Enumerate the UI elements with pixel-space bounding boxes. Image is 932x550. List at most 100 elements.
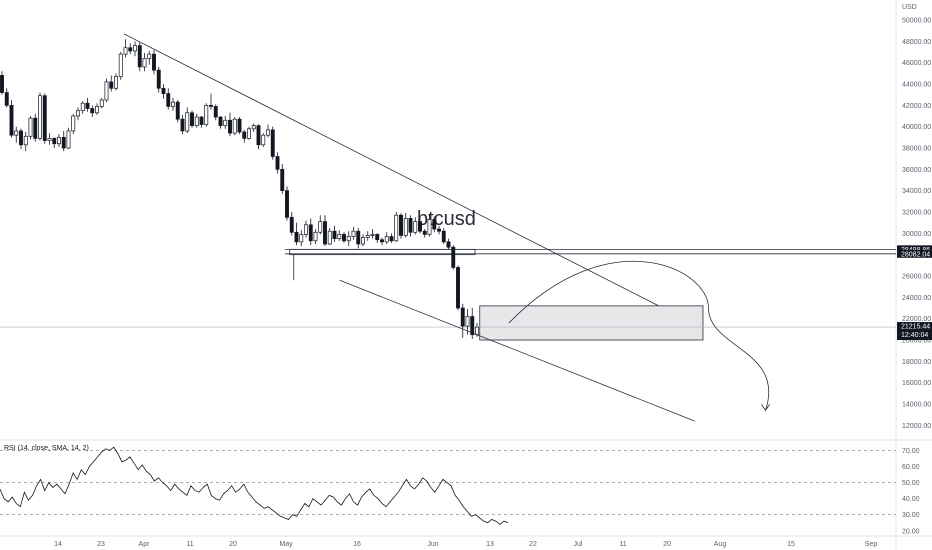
drawing-annotations[interactable]: [0, 248, 896, 341]
candle-body: [308, 224, 313, 242]
candle-body: [294, 231, 299, 243]
candle-body: [175, 101, 180, 120]
symbol-watermark: btcusd: [417, 208, 476, 230]
candle-body: [104, 81, 109, 101]
candle-body: [61, 136, 66, 149]
candle-body: [190, 112, 194, 126]
candle-body: [270, 129, 275, 157]
time-tick-label: 20: [229, 541, 237, 548]
candle-body: [403, 218, 408, 236]
lower-trendline: [339, 279, 695, 422]
candle-body: [266, 129, 270, 136]
rsi-line: [0, 446, 509, 525]
time-tick-label: 14: [54, 541, 62, 548]
rsi-indicator-title[interactable]: RSI (14, close, SMA, 14, 2): [4, 445, 89, 452]
price-tag-box: [897, 249, 932, 258]
time-tick-label: Jun: [427, 541, 438, 548]
candle-body: [38, 95, 42, 139]
price-tick-label: 48000.00: [902, 39, 931, 46]
candle-body: [475, 326, 479, 336]
price-tick-label: 20000.00: [902, 338, 931, 345]
candle-body: [413, 221, 418, 233]
time-x-axis: 14 23 Apr 11 20 May 16 Jun 13 22 Jul 11 20 Aug 15 Sep: [54, 541, 877, 548]
candle-body: [342, 234, 346, 242]
candle-body: [441, 230, 446, 243]
candle-body: [451, 246, 456, 268]
candle-body: [280, 168, 285, 192]
time-tick-label: 11: [186, 541, 193, 548]
candle-body: [71, 115, 76, 132]
candle-body: [166, 93, 171, 107]
price-tick-label: 26000.00: [902, 274, 931, 281]
candlestick-series: [0, 39, 479, 339]
time-tick-label: 11: [619, 541, 626, 548]
candle-body: [161, 87, 166, 94]
candle-body: [251, 125, 256, 130]
candle-body: [218, 116, 223, 126]
candle-body: [142, 58, 147, 68]
candle-body: [384, 236, 389, 243]
projection-arc-path: [508, 260, 770, 411]
candle-body: [399, 214, 403, 236]
candle-body: [109, 81, 114, 89]
candle-body: [332, 230, 337, 240]
candle-body: [408, 218, 413, 233]
candle-body: [76, 110, 80, 117]
time-tick-label: 22: [529, 541, 537, 548]
upper-trendline: [123, 33, 659, 307]
candle-body: [465, 316, 470, 327]
candle-body: [137, 45, 142, 68]
rsi-tick-label: 70.00: [902, 448, 920, 455]
candle-body: [470, 316, 475, 336]
price-tick-label: 42000.00: [902, 103, 931, 110]
candle-body: [365, 235, 370, 238]
candle-body: [147, 53, 152, 59]
candle-body: [133, 45, 137, 52]
time-tick-label: Apr: [139, 541, 151, 548]
candle-body: [242, 131, 247, 139]
candle-body: [52, 138, 57, 145]
candle-body: [99, 99, 104, 107]
candle-body: [152, 53, 156, 71]
time-tick-label: 15: [787, 541, 795, 548]
time-tick-label: May: [279, 541, 293, 548]
candle-body: [356, 230, 361, 245]
candle-body: [256, 125, 261, 146]
price-y-axis: 50000.00 48000.00 46000.00 44000.00 42000.00…: [902, 18, 931, 430]
time-tick-label: 16: [353, 541, 361, 548]
price-tick-label: 14000.00: [902, 402, 931, 409]
rsi-tick-label: 50.00: [902, 480, 920, 487]
candle-body: [432, 219, 437, 230]
time-tick-label: Sep: [865, 541, 878, 548]
candle-body: [446, 241, 451, 248]
candle-body: [289, 216, 294, 233]
candle-body: [304, 224, 308, 235]
candle-body: [394, 214, 399, 242]
trendline-annotations[interactable]: [123, 33, 770, 422]
price-tick-label: 34000.00: [902, 188, 931, 195]
price-tick-label: 46000.00: [902, 60, 931, 67]
candle-body: [437, 228, 441, 232]
candle-body: [232, 118, 237, 134]
candle-body: [28, 117, 33, 137]
time-tick-label: 20: [663, 541, 671, 548]
candle-body: [323, 221, 327, 245]
candle-body: [456, 267, 460, 309]
candle-body: [90, 108, 95, 114]
candle-body: [237, 118, 242, 133]
projection-arrow-head: [761, 404, 770, 412]
candle-body: [389, 236, 394, 242]
candle-body: [66, 130, 71, 149]
time-tick-label: 23: [97, 541, 105, 548]
candle-body: [361, 237, 365, 245]
candle-body: [351, 230, 356, 237]
candle-body: [380, 239, 384, 243]
time-tick-label: Aug: [714, 541, 727, 548]
price-tick-label: 44000.00: [902, 82, 931, 89]
candle-body: [427, 219, 432, 235]
price-tag-box: [897, 245, 932, 254]
rsi-y-axis: 70.00 60.00 50.00 40.00 30.00 20.00: [902, 448, 920, 535]
rsi-tick-label: 20.00: [902, 528, 920, 535]
